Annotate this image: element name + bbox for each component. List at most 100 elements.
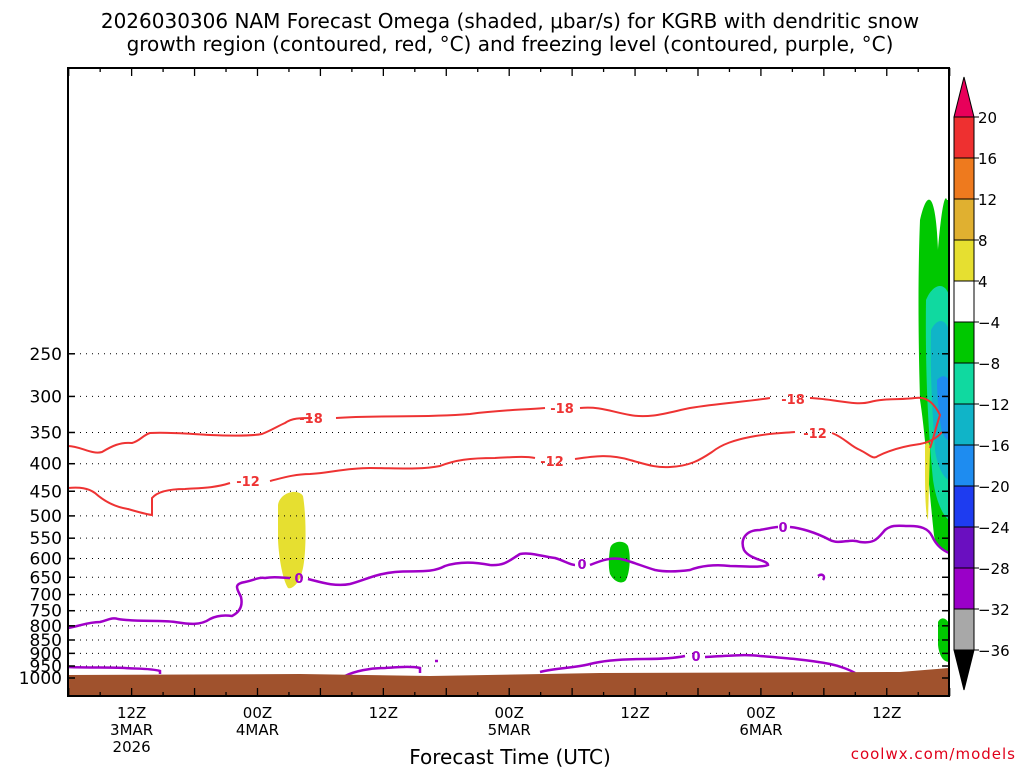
colorbar-label-0: 20 — [978, 109, 997, 127]
y-tick-label-300: 300 — [30, 387, 62, 407]
contour-minus12-segment-d — [831, 431, 943, 459]
omega-colorbar: 20 16 12 8 4 −4 −8 −12 −16 −20 −24 −28 −32 −36 — [953, 76, 1010, 691]
y-tick-label-550: 550 — [30, 529, 62, 549]
colorbar-label-7: −12 — [978, 396, 1010, 414]
colorbar-label-3: 8 — [978, 232, 988, 250]
y-tick-label-800: 800 — [30, 617, 62, 637]
freezing-label-b: 0 — [577, 558, 586, 573]
credit-text: coolwx.com/models — [851, 745, 1016, 763]
colorbar-box-3 — [953, 239, 975, 282]
y-tick-label-900: 900 — [30, 644, 62, 664]
x-tick-label-4-0: 12Z — [620, 704, 649, 722]
freezing-contour-surface-b — [344, 665, 422, 678]
x-tick-label-2-0: 12Z — [369, 704, 398, 722]
colorbar-box-0 — [953, 116, 975, 159]
dendritic-contours — [67, 396, 943, 517]
colorbar-box-10 — [953, 526, 975, 569]
colorbar-label-11: −28 — [978, 560, 1010, 578]
plot-frame — [67, 67, 950, 697]
freezing-contour-surface-c — [539, 654, 686, 674]
colorbar-label-4: 4 — [978, 273, 988, 291]
contour-minus18-segment-a — [67, 417, 313, 454]
contour-minus18-segment-c — [579, 397, 771, 418]
x-axis-title: Forecast Time (UTC) — [409, 745, 611, 768]
freezing-contour-main — [67, 575, 291, 630]
freezing-contour-main-d — [789, 524, 950, 555]
colorbar-box-6 — [953, 362, 975, 405]
x-tick-label-0-0: 12Z — [117, 704, 146, 722]
colorbar-label-8: −16 — [978, 437, 1010, 455]
y-tick-label-600: 600 — [30, 550, 62, 570]
x-tick-label-5-1: 6MAR — [739, 721, 782, 739]
x-tick-label-1-0: 00Z — [243, 704, 272, 722]
colorbar-bottom-triangle — [953, 649, 975, 691]
omega-shading — [278, 198, 949, 662]
freezing-label-c: 0 — [778, 521, 787, 536]
omega-green-region-1 — [608, 541, 630, 583]
contour-label-minus18-a: -18 — [299, 412, 323, 427]
contour-minus12-segment-a — [67, 482, 231, 517]
colorbar-box-8 — [953, 444, 975, 487]
contour-label-minus12-a: -12 — [236, 475, 260, 490]
y-tick-label-700: 700 — [30, 586, 62, 606]
terrain-ground — [68, 668, 949, 696]
y-tick-label-750: 750 — [30, 602, 62, 622]
colorbar-label-1: 16 — [978, 150, 997, 168]
colorbar-box-11 — [953, 567, 975, 610]
y-tick-label-1000: 1000 — [19, 669, 62, 689]
freezing-label-d: 0 — [691, 650, 700, 665]
contour-minus12-segment-b — [269, 455, 536, 482]
y-tick-label-500: 500 — [30, 507, 62, 527]
contour-minus18-segment-d — [809, 396, 942, 449]
x-tick-label-0-1: 3MAR — [110, 721, 153, 739]
colorbar-label-6: −8 — [978, 355, 1000, 373]
colorbar-label-9: −20 — [978, 478, 1010, 496]
colorbar-label-5: −4 — [978, 314, 1000, 332]
colorbar-label-12: −32 — [978, 601, 1010, 619]
colorbar-box-9 — [953, 485, 975, 528]
x-tick-label-3-0: 00Z — [495, 704, 524, 722]
omega-yellow-sliver — [925, 442, 930, 520]
colorbar-box-4 — [953, 280, 975, 323]
contour-label-minus18-b: -18 — [550, 402, 574, 417]
y-axis: 2503003504004505005506006507007508008509… — [19, 345, 949, 689]
y-tick-label-350: 350 — [30, 423, 62, 443]
freezing-level-contours — [67, 524, 950, 678]
pressure-gridlines — [68, 353, 949, 679]
chart-title-line1: 2026030306 NAM Forecast Omega (shaded, μ… — [101, 9, 919, 33]
freezing-contour-main-b — [307, 552, 576, 587]
dendritic-contour-labels: -18 -12 -18 -12 -18 -12 — [236, 393, 827, 490]
contour-minus12-segment-c — [574, 431, 796, 469]
freezing-label-a: 0 — [294, 572, 303, 587]
colorbar-box-7 — [953, 403, 975, 446]
x-tick-label-1-1: 4MAR — [236, 721, 279, 739]
x-tick-label-0-2: 2026 — [113, 738, 151, 756]
omega-blue-region — [937, 376, 949, 440]
contour-label-minus12-c: -12 — [803, 427, 827, 442]
colorbar-box-5 — [953, 321, 975, 364]
colorbar-label-2: 12 — [978, 191, 997, 209]
colorbar-box-2 — [953, 198, 975, 241]
chart-title-line2: growth region (contoured, red, °C) and f… — [127, 32, 894, 56]
x-tick-label-3-1: 5MAR — [488, 721, 531, 739]
freezing-contour-surface-d — [704, 653, 856, 675]
y-tick-label-950: 950 — [30, 657, 62, 677]
colorbar-label-10: −24 — [978, 519, 1010, 537]
freezing-contour-labels: 0 0 0 0 — [294, 521, 787, 665]
y-tick-label-400: 400 — [30, 455, 62, 475]
y-tick-label-250: 250 — [30, 345, 62, 365]
x-tick-label-5-0: 00Z — [746, 704, 775, 722]
freezing-contour-main-c — [589, 525, 779, 573]
colorbar-box-12 — [953, 608, 975, 651]
contour-label-minus12-b: -12 — [540, 455, 564, 470]
colorbar-label-13: −36 — [978, 642, 1010, 660]
y-tick-label-650: 650 — [30, 568, 62, 588]
contour-minus18-segment-b — [335, 407, 546, 419]
colorbar-box-1 — [953, 157, 975, 200]
y-tick-label-450: 450 — [30, 482, 62, 502]
freezing-contour-small-loop — [817, 573, 826, 581]
freezing-contour-surface — [67, 665, 162, 674]
y-tick-label-850: 850 — [30, 631, 62, 651]
